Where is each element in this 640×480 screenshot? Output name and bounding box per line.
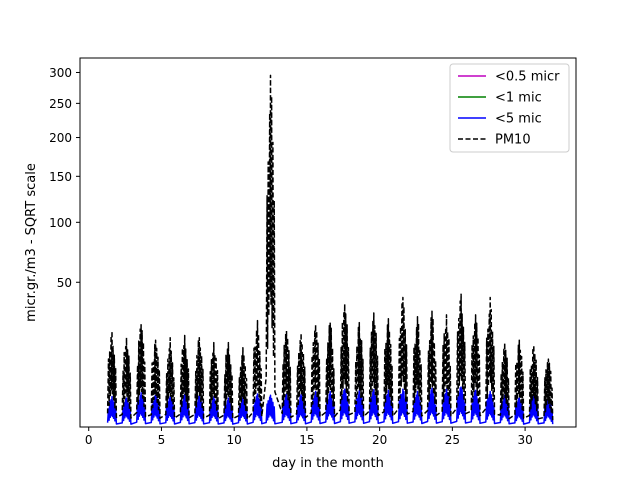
series-2-point-15 bbox=[330, 391, 331, 392]
series-2-point-14 bbox=[315, 391, 316, 392]
y-tick-label-4: 250 bbox=[49, 97, 72, 111]
series-3-point-21 bbox=[417, 316, 418, 317]
x-tick-label-5: 25 bbox=[445, 433, 460, 447]
series-3-point-2 bbox=[141, 324, 142, 325]
series-2-point-1 bbox=[126, 398, 127, 399]
series-3-point-13 bbox=[301, 333, 302, 334]
series-3-point-29 bbox=[533, 345, 534, 346]
plot-frame bbox=[79, 57, 577, 428]
series-2-point-19 bbox=[388, 390, 389, 391]
series-3-point-20 bbox=[402, 297, 403, 298]
x-tick-label-2: 10 bbox=[227, 433, 242, 447]
series-3-point-10 bbox=[257, 320, 258, 321]
series-2-point-26 bbox=[490, 391, 491, 392]
series-3-point-15 bbox=[330, 322, 331, 323]
series-3-point-16 bbox=[344, 304, 345, 305]
series-3-point-9 bbox=[242, 347, 243, 348]
series-3-point-25 bbox=[475, 314, 476, 315]
series-3-point-19 bbox=[388, 318, 389, 319]
series-3-point-5 bbox=[184, 335, 185, 336]
x-tick-label-0: 0 bbox=[85, 433, 93, 447]
y-tick-label-1: 100 bbox=[49, 216, 72, 230]
series-2-point-10 bbox=[257, 393, 258, 394]
series-2-point-28 bbox=[519, 398, 520, 399]
y-axis-label: micr.gr./m3 - SQRT scale bbox=[24, 163, 39, 322]
series-3-point-12 bbox=[286, 330, 287, 331]
series-3-point-24 bbox=[461, 294, 462, 295]
legend-box bbox=[449, 63, 570, 153]
series-3-point-11 bbox=[270, 75, 271, 76]
legend-label-0: <0.5 micr bbox=[495, 70, 560, 85]
series-3-point-28 bbox=[519, 340, 520, 341]
series-2-point-20 bbox=[402, 389, 403, 390]
series-2-point-24 bbox=[461, 387, 462, 388]
series-2-point-11 bbox=[270, 395, 271, 396]
y-tick-label-3: 200 bbox=[49, 131, 72, 145]
series-3-point-23 bbox=[446, 314, 447, 315]
series-3-point-0 bbox=[111, 330, 112, 331]
series-3-point-8 bbox=[228, 342, 229, 343]
series-3-point-17 bbox=[359, 322, 360, 323]
legend: <0.5 micr <1 mic <5 mic PM10 bbox=[449, 63, 570, 153]
y-tick-label-0: 50 bbox=[57, 276, 72, 290]
plot-series bbox=[106, 74, 554, 425]
series-2-point-18 bbox=[373, 389, 374, 390]
series-3-point-18 bbox=[373, 312, 374, 313]
series-2-point-21 bbox=[417, 391, 418, 392]
x-tick-label-6: 30 bbox=[517, 433, 532, 447]
series-3-point-27 bbox=[504, 342, 505, 343]
series-2-point-8 bbox=[228, 398, 229, 399]
legend-label-1: <1 mic bbox=[495, 91, 542, 106]
x-tick-label-3: 15 bbox=[299, 433, 314, 447]
series-2-point-0 bbox=[111, 396, 112, 397]
series-2-point-2 bbox=[141, 392, 142, 393]
x-axis-label: day in the month bbox=[272, 456, 384, 471]
y-tick-label-2: 150 bbox=[49, 170, 72, 184]
y-tick-label-5: 300 bbox=[49, 66, 72, 80]
series-3-point-7 bbox=[213, 342, 214, 343]
series-3-point-1 bbox=[126, 337, 127, 338]
x-axis: 0 5 10 15 20 25 30 bbox=[85, 427, 533, 447]
legend-label-2: <5 mic bbox=[495, 112, 542, 127]
series-3-point-4 bbox=[170, 337, 171, 338]
series-3-point-26 bbox=[490, 297, 491, 298]
x-tick-label-1: 5 bbox=[158, 433, 166, 447]
series-2-point-25 bbox=[475, 390, 476, 391]
series-line-3 bbox=[106, 74, 554, 421]
x-tick-label-4: 20 bbox=[372, 433, 387, 447]
y-axis: 50 100 150 200 250 300 bbox=[49, 66, 80, 290]
series-2-point-16 bbox=[344, 389, 345, 390]
series-3-point-22 bbox=[431, 311, 432, 312]
legend-label-3: PM10 bbox=[495, 133, 531, 148]
series-3-point-30 bbox=[548, 359, 549, 360]
series-3-point-6 bbox=[199, 337, 200, 338]
series-3-point-3 bbox=[155, 340, 156, 341]
series-3-point-14 bbox=[315, 324, 316, 325]
series-line-2 bbox=[106, 386, 554, 425]
series-2-point-22 bbox=[431, 388, 432, 389]
